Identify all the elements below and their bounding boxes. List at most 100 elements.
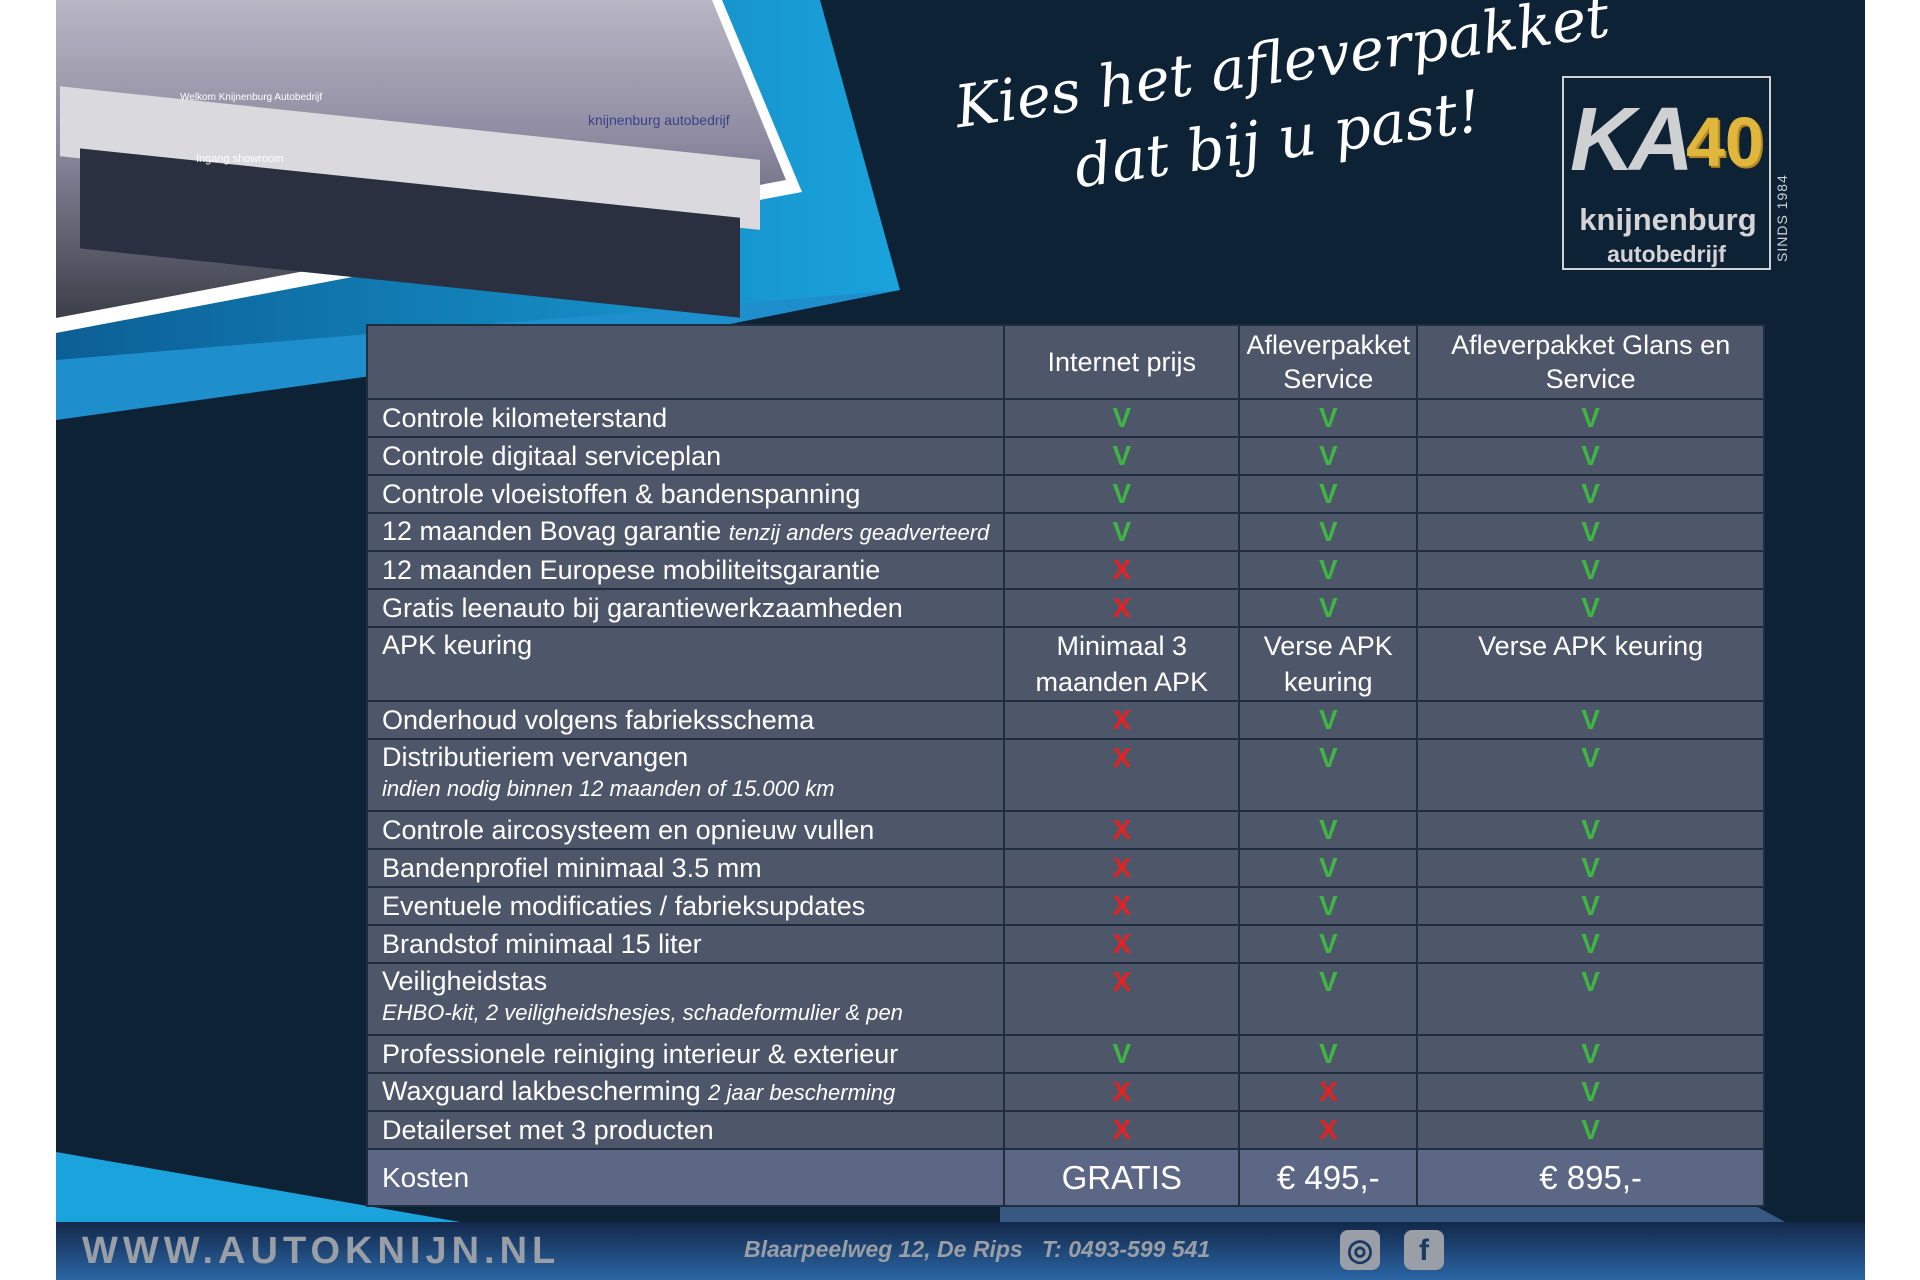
table-row: Distributieriem vervangen indien nodig bi… bbox=[365, 738, 1765, 812]
check-icon: V bbox=[1112, 478, 1132, 509]
table-row: Brandstof minimaal 15 liter X V V bbox=[365, 924, 1765, 964]
table-row: APK keuring Minimaal 3 maanden APK Verse A… bbox=[365, 626, 1765, 702]
cell: V bbox=[1416, 436, 1765, 476]
cross-icon: X bbox=[1112, 742, 1132, 773]
cell: V bbox=[1238, 886, 1419, 926]
cell: V bbox=[1003, 512, 1241, 552]
check-icon: V bbox=[1581, 966, 1600, 997]
check-icon: V bbox=[1581, 478, 1600, 509]
logo-mark: KA bbox=[1570, 90, 1694, 190]
cell: Verse APK keuring bbox=[1416, 626, 1765, 702]
check-icon: V bbox=[1581, 814, 1600, 845]
logo-brand: knijnenburg bbox=[1579, 202, 1757, 237]
cross-icon: X bbox=[1112, 852, 1132, 883]
feature-label: Waxguard lakbescherming bbox=[382, 1076, 701, 1106]
cell: V bbox=[1238, 474, 1419, 514]
website-link[interactable]: WWW.AUTOKNIJN.NL bbox=[82, 1230, 561, 1272]
cell: V bbox=[1238, 550, 1419, 590]
check-icon: V bbox=[1581, 1076, 1600, 1107]
cell: V bbox=[1238, 436, 1419, 476]
cross-icon: X bbox=[1112, 592, 1132, 623]
cell: V bbox=[1238, 512, 1419, 552]
cell: X bbox=[1003, 588, 1241, 628]
cell: X bbox=[1003, 962, 1241, 1036]
cell: Verse APK keuring bbox=[1238, 626, 1419, 702]
table-row: Controle aircosysteem en opnieuw vullen X… bbox=[365, 810, 1765, 850]
table-row: 12 maanden Europese mobiliteitsgarantie X… bbox=[365, 550, 1765, 590]
cell: V bbox=[1003, 436, 1241, 476]
check-icon: V bbox=[1318, 890, 1338, 921]
table-row: Controle kilometerstand V V V bbox=[365, 398, 1765, 438]
logo-sub: autobedrijf bbox=[1564, 240, 1769, 268]
feature-note: 2 jaar bescherming bbox=[708, 1080, 896, 1105]
cell: V bbox=[1238, 810, 1419, 850]
table-row: Veiligheidstas EHBO-kit, 2 veiligheidshes… bbox=[365, 962, 1765, 1036]
cell: V bbox=[1416, 1110, 1765, 1150]
storefront-windows bbox=[80, 148, 740, 318]
table-row: Waxguard lakbescherming 2 jaar beschermi… bbox=[365, 1072, 1765, 1112]
logo-since: SINDS 1984 bbox=[1774, 174, 1790, 262]
cross-icon: X bbox=[1112, 1114, 1132, 1145]
check-icon: V bbox=[1318, 928, 1338, 959]
cell: V bbox=[1416, 398, 1765, 438]
row-label: Bandenprofiel minimaal 3.5 mm bbox=[365, 848, 1006, 888]
cell: V bbox=[1416, 550, 1765, 590]
row-label: Professionele reiniging interieur & exte… bbox=[365, 1034, 1006, 1074]
check-icon: V bbox=[1581, 516, 1600, 547]
table-row: Bandenprofiel minimaal 3.5 mm X V V bbox=[365, 848, 1765, 888]
instagram-icon[interactable]: ◎ bbox=[1340, 1230, 1380, 1270]
table-row: Controle vloeistoffen & bandenspanning V V… bbox=[365, 474, 1765, 514]
cross-icon: X bbox=[1112, 704, 1132, 735]
storefront-sign-entrance: Ingang showroom bbox=[196, 153, 283, 165]
cell: V bbox=[1238, 398, 1419, 438]
feature-label: 12 maanden Europese mobiliteitsgarantie bbox=[382, 554, 881, 585]
check-icon: V bbox=[1318, 966, 1338, 997]
cell: V bbox=[1416, 962, 1765, 1036]
check-icon: V bbox=[1318, 554, 1338, 585]
check-icon: V bbox=[1581, 704, 1600, 735]
check-icon: V bbox=[1318, 402, 1338, 433]
check-icon: V bbox=[1112, 1038, 1132, 1069]
cost-row: Kosten GRATIS € 495,- € 895,- bbox=[365, 1148, 1765, 1207]
table-header: Internet prijs Afleverpakket Service Afl… bbox=[365, 324, 1765, 400]
check-icon: V bbox=[1581, 554, 1600, 585]
cell: V bbox=[1238, 848, 1419, 888]
storefront-building bbox=[60, 86, 760, 230]
cell: V bbox=[1416, 512, 1765, 552]
cell-text: Verse APK keuring bbox=[1263, 631, 1393, 697]
cell: X bbox=[1003, 1072, 1241, 1112]
row-label: APK keuring bbox=[365, 626, 1006, 702]
table-row: 12 maanden Bovag garantie tenzij anders … bbox=[365, 512, 1765, 552]
address: Blaarpeelweg 12, De Rips T: 0493-599 541 bbox=[744, 1236, 1211, 1262]
cell: V bbox=[1238, 962, 1419, 1036]
check-icon: V bbox=[1581, 742, 1600, 773]
feature-label: Controle kilometerstand bbox=[382, 402, 668, 433]
table-row: Gratis leenauto bij garantiewerkzaamhede… bbox=[365, 588, 1765, 628]
cross-icon: X bbox=[1112, 554, 1132, 585]
feature-label: Controle digitaal serviceplan bbox=[382, 440, 722, 471]
cell: V bbox=[1416, 1034, 1765, 1074]
feature-label: Gratis leenauto bij garantiewerkzaamhede… bbox=[382, 592, 903, 623]
cell: X bbox=[1003, 700, 1241, 740]
cost-value: € 495,- bbox=[1238, 1148, 1419, 1207]
check-icon: V bbox=[1581, 928, 1600, 959]
check-icon: V bbox=[1581, 1038, 1600, 1069]
check-icon: V bbox=[1581, 890, 1600, 921]
row-label: Controle digitaal serviceplan bbox=[365, 436, 1006, 476]
table-row: Onderhoud volgens fabrieksschema X V V bbox=[365, 700, 1765, 740]
anniversary-badge: 40 bbox=[1686, 103, 1764, 181]
check-icon: V bbox=[1318, 440, 1338, 471]
feature-label: Distributieriem vervangen bbox=[382, 742, 689, 772]
row-label: Controle kilometerstand bbox=[365, 398, 1006, 438]
cell: V bbox=[1416, 886, 1765, 926]
facebook-icon[interactable]: f bbox=[1404, 1230, 1444, 1270]
check-icon: V bbox=[1318, 1038, 1338, 1069]
bottom-left-blue-shape bbox=[56, 1152, 460, 1222]
check-icon: V bbox=[1581, 852, 1600, 883]
check-icon: V bbox=[1581, 440, 1600, 471]
cell: X bbox=[1003, 1110, 1241, 1150]
feature-note: tenzij anders geadverteerd bbox=[728, 520, 990, 545]
feature-subnote: indien nodig binnen 12 maanden of 15.000… bbox=[382, 776, 835, 801]
cell: V bbox=[1238, 1034, 1419, 1074]
row-label: Controle vloeistoffen & bandenspanning bbox=[365, 474, 1006, 514]
